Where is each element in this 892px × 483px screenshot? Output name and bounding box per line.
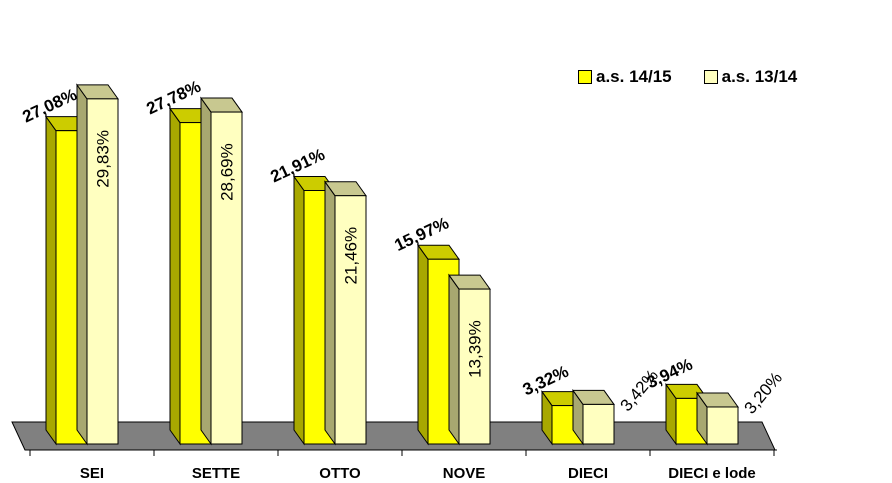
x-tick-label-6: DIECI e lode <box>668 465 756 482</box>
x-tick-label-1: SEI <box>80 465 104 482</box>
bar-side-s2-3 <box>324 180 336 446</box>
bar-s2-1 <box>86 98 119 445</box>
floor <box>11 421 776 451</box>
legend-item-series-2: a.s. 13/14 <box>703 67 798 87</box>
x-tick-label-4: NOVE <box>443 465 486 482</box>
bar-side-s1-2 <box>169 107 181 446</box>
legend: a.s. 14/15 a.s. 13/14 <box>578 67 797 87</box>
data-label-s2-3: 21,46% <box>342 227 361 285</box>
x-tick-label-3: OTTO <box>319 465 361 482</box>
bar-s2-4 <box>458 288 491 445</box>
legend-swatch-series-1 <box>578 70 592 84</box>
bar-s2-6 <box>706 406 739 445</box>
legend-label-series-1: a.s. 14/15 <box>596 67 672 86</box>
bar-side-s1-4 <box>417 243 429 446</box>
bar-s2-2 <box>210 111 243 445</box>
data-label-s2-2: 28,69% <box>218 143 237 201</box>
bar-side-s2-4 <box>448 273 460 446</box>
bar-s2-5 <box>582 403 615 445</box>
bar-side-s1-3 <box>293 174 305 446</box>
x-tick-label-2: SETTE <box>192 465 240 482</box>
data-label-s2-1: 29,83% <box>94 130 113 188</box>
legend-label-series-2: a.s. 13/14 <box>721 67 798 86</box>
bar-s2-3 <box>334 195 367 445</box>
legend-swatch-series-2 <box>703 70 718 84</box>
data-label-s2-4: 13,39% <box>466 320 485 378</box>
bar-side-s1-1 <box>45 115 57 446</box>
bar-side-s2-2 <box>200 96 212 446</box>
bar-side-s2-1 <box>76 83 88 446</box>
legend-item-series-1: a.s. 14/15 <box>578 67 672 87</box>
data-label-s2-6: 3,20% <box>741 368 787 417</box>
x-tick-label-5: DIECI <box>568 465 608 482</box>
